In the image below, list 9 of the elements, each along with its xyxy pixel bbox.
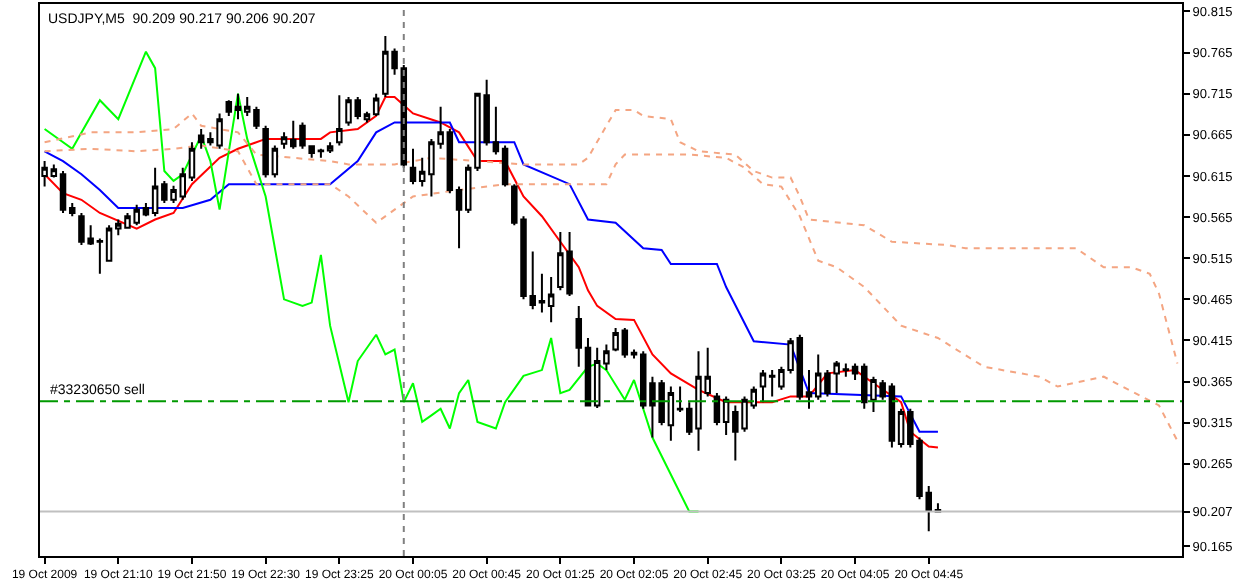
candlestick bbox=[336, 94, 343, 147]
candlestick bbox=[326, 141, 334, 154]
candlestick bbox=[547, 276, 555, 324]
candlestick bbox=[409, 147, 417, 186]
candlestick bbox=[234, 92, 242, 121]
candlestick bbox=[713, 392, 721, 427]
candlestick bbox=[759, 369, 767, 404]
candlestick bbox=[372, 92, 380, 117]
candlestick bbox=[225, 99, 233, 117]
